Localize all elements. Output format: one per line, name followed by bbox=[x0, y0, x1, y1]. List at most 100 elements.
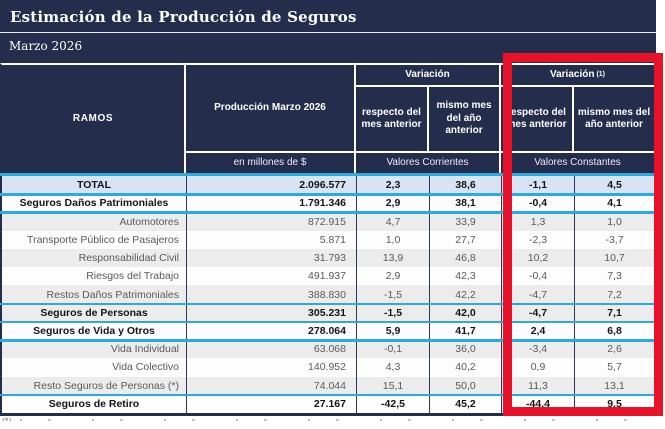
var-corrientes-mismo-mes-value: 27,7 bbox=[429, 230, 501, 249]
ramo-label: Seguros de Retiro bbox=[48, 397, 140, 410]
var-constantes-respecto-value: 1,3 bbox=[501, 212, 574, 231]
var-corrientes-respecto-value: -42,5 bbox=[356, 394, 429, 414]
var-corrientes-respecto-value: 2,9 bbox=[356, 194, 429, 213]
var-corrientes-mismo-mes-value: 38,6 bbox=[429, 176, 501, 195]
table-row: Vida Individual 63.068 -0,1 36,0 -3,4 2,6 bbox=[2, 340, 654, 359]
var-constantes-respecto-value: -3,4 bbox=[501, 340, 574, 359]
var-constantes-respecto-value: 10,2 bbox=[501, 248, 574, 268]
production-value: 491.937 bbox=[186, 267, 356, 286]
ramo-label: Resto Seguros de Personas (*) bbox=[33, 379, 179, 392]
var-constantes-mismo-mes-value: 4,1 bbox=[574, 194, 654, 213]
variacion-constantes-label: Variación bbox=[549, 68, 595, 80]
var-constantes-mismo-mes-value: -3,7 bbox=[574, 230, 654, 249]
var-corrientes-mismo-mes-value: 38,1 bbox=[429, 194, 501, 213]
var-corrientes-mismo-mes-value: 42,2 bbox=[429, 285, 501, 304]
var-corrientes-respecto-value: 15,1 bbox=[356, 376, 429, 395]
footnote-row: (1) bbox=[0, 416, 665, 428]
var-corrientes-respecto-value: 5,9 bbox=[356, 321, 429, 341]
var-corrientes-respecto-value: 4,3 bbox=[356, 358, 429, 377]
var-constantes-mismo-mes-value: 7,2 bbox=[574, 285, 654, 304]
var-corrientes-respecto-value: 13,9 bbox=[356, 248, 429, 268]
var-corrientes-respecto-value: -1,5 bbox=[356, 303, 429, 322]
production-value: 74.044 bbox=[186, 376, 356, 395]
subheader-valores-corrientes: Valores Corrientes bbox=[356, 153, 501, 173]
table-bottom-border bbox=[0, 413, 656, 416]
column-header-produccion: Producción Marzo 2026 bbox=[186, 65, 356, 153]
var-constantes-mismo-mes-value: 7,1 bbox=[574, 303, 654, 322]
footnote-marker: (1) bbox=[596, 70, 606, 78]
var-constantes-mismo-mes-value: 9,5 bbox=[574, 394, 654, 414]
var-corrientes-mismo-mes-value: 45,2 bbox=[429, 394, 501, 414]
table-row: Automotores 872.915 4,7 33,9 1,3 1,0 bbox=[2, 212, 654, 231]
var-corrientes-respecto-value: 4,7 bbox=[356, 212, 429, 231]
column-header-ramos: RAMOS bbox=[2, 65, 186, 173]
footnote-clipped-specks bbox=[19, 419, 650, 421]
table-row: Seguros de Personas 305.231 -1,5 42,0 -4,7 7,… bbox=[0, 303, 656, 324]
var-constantes-respecto-value: -1,1 bbox=[501, 176, 574, 195]
subheader-valores-constantes: Valores Constantes bbox=[501, 153, 654, 173]
column-header-constantes-mismo-mes: mismo mes del año anterior bbox=[574, 87, 654, 153]
table-row: Vida Colectivo 140.952 4,3 40,2 0,9 5,7 bbox=[2, 358, 654, 377]
table-header: RAMOS Producción Marzo 2026 Variación Va… bbox=[0, 63, 656, 173]
production-value: 278.064 bbox=[186, 321, 356, 341]
var-constantes-mismo-mes-value: 13,1 bbox=[574, 376, 654, 395]
var-constantes-respecto-value: -4,7 bbox=[501, 285, 574, 304]
var-corrientes-mismo-mes-value: 41,7 bbox=[429, 321, 501, 341]
ramo-label: Vida Colectivo bbox=[112, 361, 179, 374]
report-titlebar: Estimación de la Producción de Seguros M… bbox=[0, 0, 656, 63]
var-constantes-mismo-mes-value: 1,0 bbox=[574, 212, 654, 231]
var-corrientes-mismo-mes-value: 46,8 bbox=[429, 248, 501, 268]
table-body: TOTAL 2.096.577 2,3 38,6 -1,1 4,5 Seguros Daño… bbox=[0, 176, 656, 414]
ramo-label: Restos Daños Patrimoniales bbox=[46, 288, 179, 301]
production-value: 2.096.577 bbox=[186, 176, 356, 195]
ramo-label: Seguros de Personas bbox=[40, 306, 148, 319]
production-value: 872.915 bbox=[186, 212, 356, 231]
var-constantes-mismo-mes-value: 10,7 bbox=[574, 248, 654, 268]
ramo-label: Transporte Público de Pasajeros bbox=[27, 233, 179, 246]
production-value: 5.871 bbox=[186, 230, 356, 249]
table-row: Responsabilidad Civil 31.793 13,9 46,8 10,2 1… bbox=[2, 248, 654, 268]
report-subtitle: Marzo 2026 bbox=[9, 39, 83, 53]
row-separator-line bbox=[0, 393, 656, 397]
var-corrientes-mismo-mes-value: 42,0 bbox=[429, 303, 501, 322]
table-row: Resto Seguros de Personas (*) 74.044 15,1 5… bbox=[0, 376, 656, 397]
row-separator-line bbox=[0, 339, 656, 342]
column-header-corrientes-mismo-mes: mismo mes del año anterior bbox=[429, 87, 501, 153]
table-row: Riesgos del Trabajo 491.937 2,9 42,3 -0,4 7,3 bbox=[2, 267, 654, 286]
row-separator-line bbox=[0, 302, 656, 306]
ramo-label: Riesgos del Trabajo bbox=[86, 270, 179, 283]
var-constantes-respecto-value: -44,4 bbox=[501, 394, 574, 414]
ramo-label: Seguros Daños Patrimoniales bbox=[19, 197, 169, 210]
header-separator-line bbox=[0, 173, 656, 176]
var-constantes-respecto-value: -4,7 bbox=[501, 303, 574, 322]
production-value: 63.068 bbox=[186, 340, 356, 359]
var-corrientes-mismo-mes-value: 40,2 bbox=[429, 358, 501, 377]
var-constantes-respecto-value: -0,4 bbox=[501, 267, 574, 286]
var-corrientes-respecto-value: 2,3 bbox=[356, 176, 429, 195]
footnote-clipped-text: (1) bbox=[2, 418, 12, 421]
var-constantes-mismo-mes-value: 6,8 bbox=[574, 321, 654, 341]
var-constantes-respecto-value: -2,3 bbox=[501, 230, 574, 249]
var-constantes-respecto-value: -0,4 bbox=[501, 194, 574, 213]
var-corrientes-respecto-value: 1,0 bbox=[356, 230, 429, 249]
var-corrientes-mismo-mes-value: 50,0 bbox=[429, 376, 501, 395]
column-header-corrientes-respecto: respecto del mes anterior bbox=[356, 87, 429, 153]
ramo-label: Vida Individual bbox=[110, 343, 179, 356]
var-corrientes-respecto-value: -0,1 bbox=[356, 340, 429, 359]
ramo-label: Seguros de Vida y Otros bbox=[33, 324, 155, 337]
subheader-en-millones: en millones de $ bbox=[186, 153, 356, 173]
column-header-constantes-respecto: respecto del mes anterior bbox=[501, 87, 574, 153]
var-constantes-respecto-value: 11,3 bbox=[501, 376, 574, 395]
var-corrientes-mismo-mes-value: 42,3 bbox=[429, 267, 501, 286]
production-value: 388.830 bbox=[186, 285, 356, 304]
table-row: Transporte Público de Pasajeros 5.871 1,0 2… bbox=[2, 230, 654, 249]
var-corrientes-respecto-value: 2,9 bbox=[356, 267, 429, 286]
table-row: TOTAL 2.096.577 2,3 38,6 -1,1 4,5 bbox=[0, 176, 656, 196]
row-separator-line bbox=[0, 320, 656, 324]
table-row: Seguros de Vida y Otros 278.064 5,9 41,7 2,4… bbox=[0, 321, 656, 342]
column-group-variacion-corrientes: Variación bbox=[356, 65, 501, 87]
report-title: Estimación de la Producción de Seguros bbox=[0, 0, 656, 33]
production-value: 1.791.346 bbox=[186, 194, 356, 213]
var-constantes-respecto-value: 0,9 bbox=[501, 358, 574, 377]
production-value: 305.231 bbox=[186, 303, 356, 322]
